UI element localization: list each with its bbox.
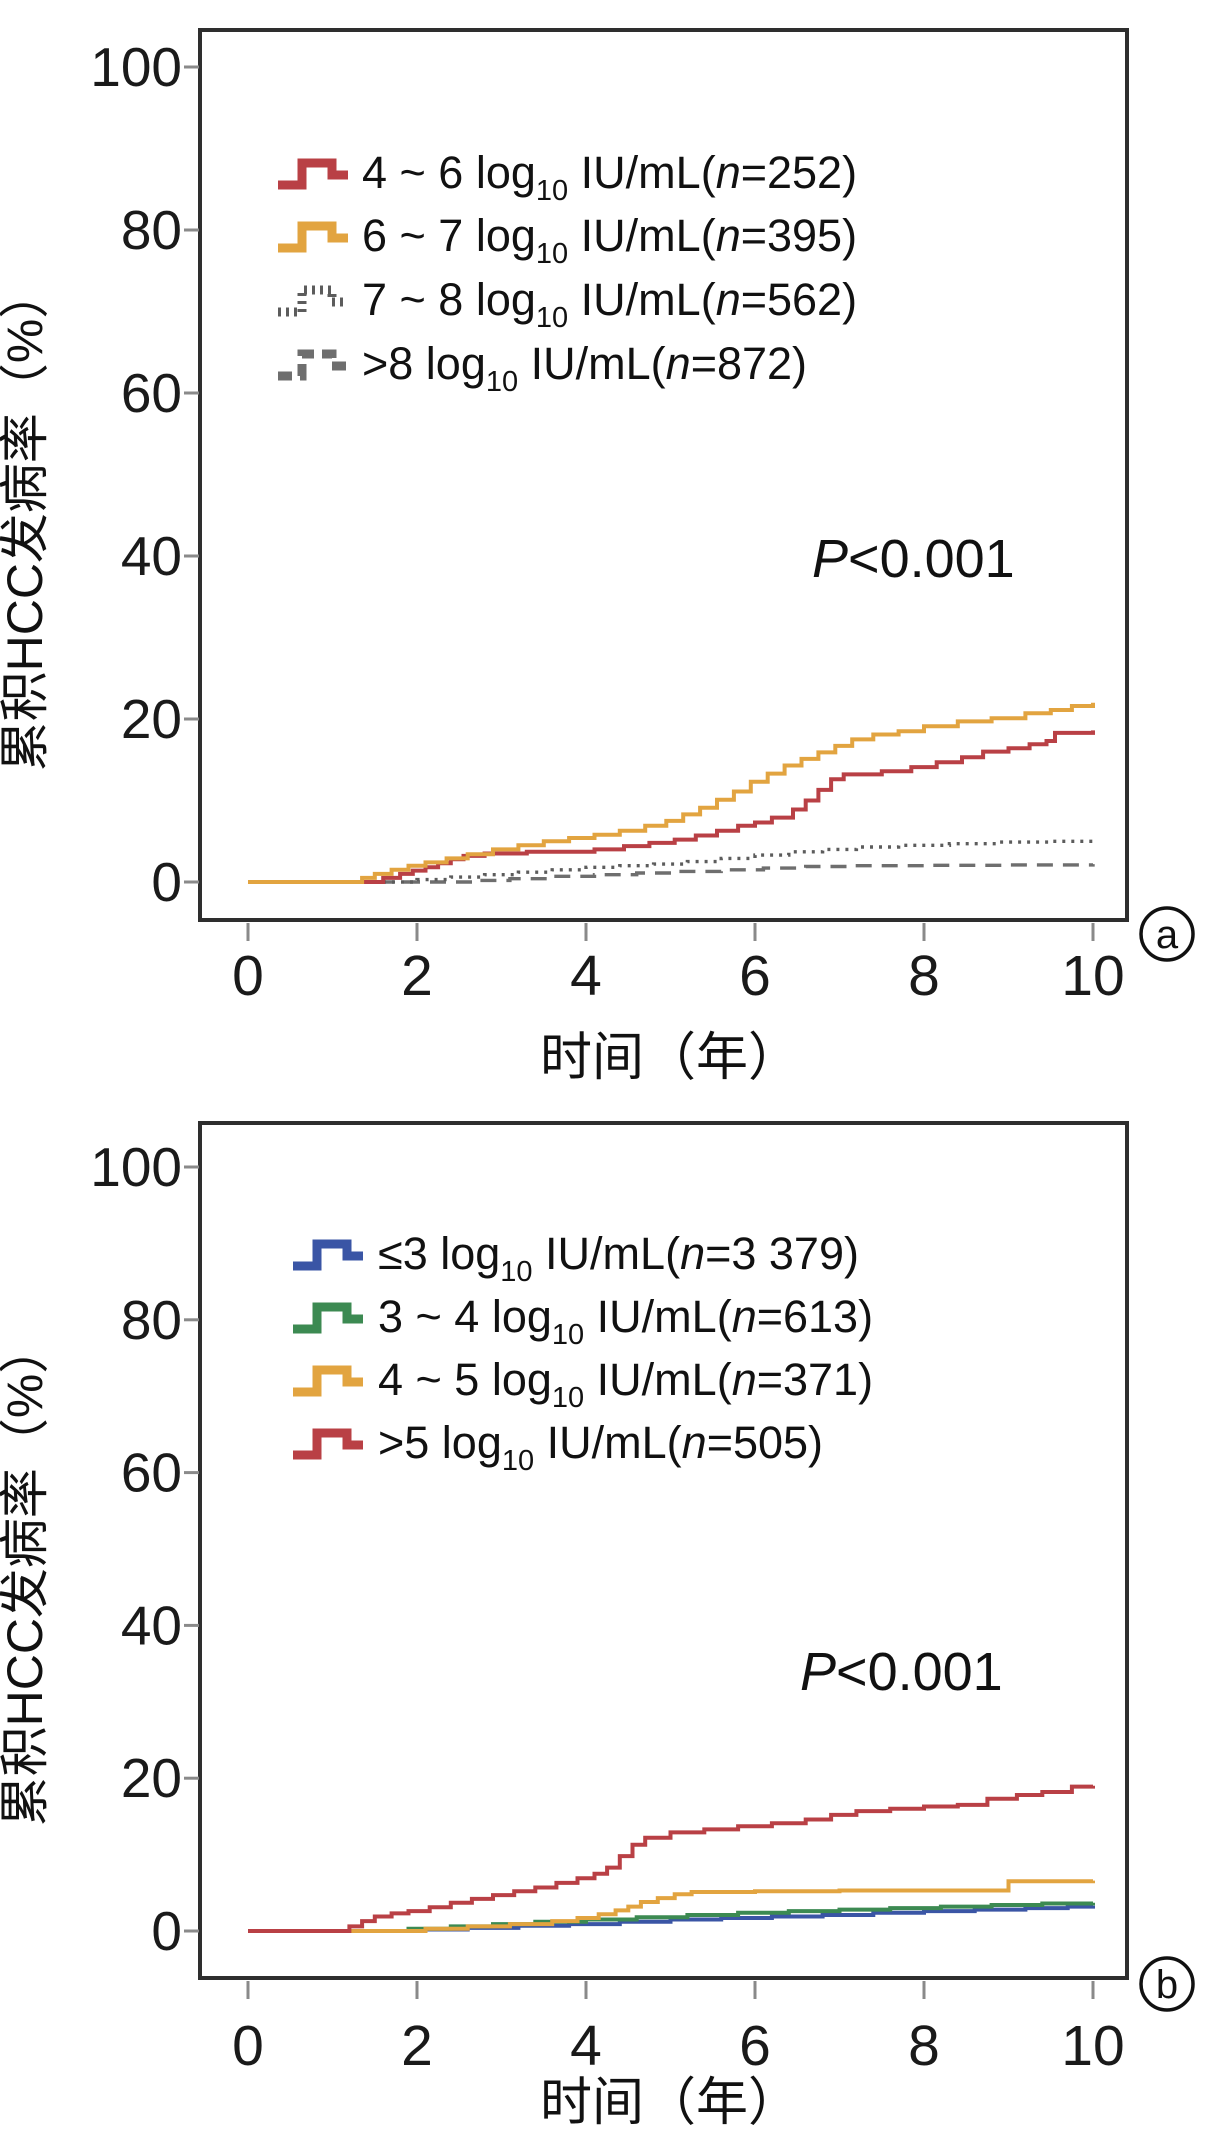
legend-item-3-4: 3 ~ 4 log10 IU/mL(n=613) bbox=[293, 1291, 873, 1351]
x-tick-label: 2 bbox=[401, 944, 433, 1008]
panel-label: a bbox=[1156, 913, 1179, 957]
panel-b-chart: 0 20 40 60 80 100 0 2 4 6 8 10 ≤3 log10 IU/mL(n=3 37… bbox=[0, 1121, 1195, 2129]
curve-4-5 bbox=[248, 1879, 1095, 1933]
legend-marker-gt8-icon bbox=[278, 349, 348, 381]
y-tick-label: 40 bbox=[121, 1594, 182, 1656]
legend-item-4-6: 4 ~ 6 log10 IU/mL(n=252) bbox=[278, 147, 857, 207]
legend-item-7-8: 7 ~ 8 log10 IU/mL(n=562) bbox=[278, 274, 857, 334]
x-tick-label: 4 bbox=[570, 2014, 602, 2078]
x-tick-label: 10 bbox=[1061, 2014, 1124, 2078]
x-tick-label: 0 bbox=[232, 2014, 264, 2078]
x-tick-label: 8 bbox=[908, 944, 940, 1008]
legend-marker-4-5-icon bbox=[293, 1365, 363, 1397]
generated-chart-content: 0 20 40 60 80 100 0 2 4 6 8 10 4 ~ 6 log10 IU/mL(n=2… bbox=[90, 36, 1124, 1008]
x-tick-label: 10 bbox=[1061, 944, 1124, 1008]
y-tick-label: 100 bbox=[90, 36, 182, 98]
y-tick-label: 80 bbox=[121, 1289, 182, 1351]
y-axis-title: 累积HCC发病率（%） bbox=[0, 1324, 53, 1827]
legend-item-4-5: 4 ~ 5 log10 IU/mL(n=371) bbox=[293, 1354, 873, 1414]
panel-label-badge: a bbox=[1139, 906, 1195, 962]
x-tick-label: 4 bbox=[570, 944, 602, 1008]
legend-label: 7 ~ 8 log10 IU/mL(n=562) bbox=[362, 274, 857, 334]
legend-label: ≤3 log10 IU/mL(n=3 379) bbox=[378, 1228, 859, 1288]
panel-label: b bbox=[1156, 1963, 1178, 2007]
legend-label: >5 log10 IU/mL(n=505) bbox=[378, 1417, 823, 1477]
y-tick-label: 0 bbox=[151, 851, 182, 913]
x-tick-label: 0 bbox=[232, 944, 264, 1008]
x-tick-label: 6 bbox=[739, 2014, 771, 2078]
legend-item-gt5: >5 log10 IU/mL(n=505) bbox=[293, 1417, 823, 1477]
legend-marker-4-6-icon bbox=[278, 158, 348, 190]
y-tick-label: 60 bbox=[121, 1442, 182, 1504]
legend-item-6-7: 6 ~ 7 log10 IU/mL(n=395) bbox=[278, 210, 857, 270]
panel-badge-circle-icon bbox=[1139, 1956, 1195, 2012]
p-value-annotation: P<0.001 bbox=[812, 529, 1015, 589]
curve-4-6 bbox=[248, 730, 1095, 884]
y-tick-label: 80 bbox=[121, 199, 182, 261]
y-tick-label: 40 bbox=[121, 525, 182, 587]
y-axis-title: 累积HCC发病率（%） bbox=[0, 269, 53, 772]
legend-marker-le3-icon bbox=[293, 1239, 363, 1271]
legend-marker-3-4-icon bbox=[293, 1302, 363, 1334]
legend-label: 3 ~ 4 log10 IU/mL(n=613) bbox=[378, 1291, 873, 1351]
generated-chart-content: 0 20 40 60 80 100 0 2 4 6 8 10 ≤3 log10 IU/mL(n=3 37… bbox=[90, 1136, 1124, 2078]
legend-label: >8 log10 IU/mL(n=872) bbox=[362, 338, 807, 398]
x-axis-title: 时间（年） bbox=[540, 1029, 800, 1087]
x-tick-label: 6 bbox=[739, 944, 771, 1008]
panel-badge-circle-icon bbox=[1139, 906, 1195, 962]
y-tick-label: 20 bbox=[121, 1747, 182, 1809]
y-tick-label: 0 bbox=[151, 1900, 182, 1962]
x-tick-label: 2 bbox=[401, 2014, 433, 2078]
y-tick-label: 60 bbox=[121, 362, 182, 424]
curve-7-8 bbox=[248, 839, 1093, 884]
legend-label: 4 ~ 6 log10 IU/mL(n=252) bbox=[362, 147, 857, 207]
legend-marker-7-8-icon bbox=[278, 285, 348, 317]
legend-label: 4 ~ 5 log10 IU/mL(n=371) bbox=[378, 1354, 873, 1414]
p-value-annotation: P<0.001 bbox=[800, 1642, 1003, 1702]
x-tick-label: 8 bbox=[908, 2014, 940, 2078]
legend-item-le3: ≤3 log10 IU/mL(n=3 379) bbox=[293, 1228, 859, 1288]
y-tick-label: 100 bbox=[90, 1136, 182, 1198]
plot-area bbox=[198, 1121, 1129, 1980]
legend-item-gt8: >8 log10 IU/mL(n=872) bbox=[278, 338, 807, 398]
legend-marker-6-7-icon bbox=[278, 221, 348, 253]
curve-6-7 bbox=[248, 702, 1095, 884]
curve-gt5 bbox=[248, 1784, 1095, 1933]
curve-gt8 bbox=[248, 863, 1095, 884]
x-axis-title: 时间（年） bbox=[540, 2074, 800, 2129]
panel-label-badge: b bbox=[1139, 1956, 1195, 2012]
legend-marker-gt5-icon bbox=[293, 1428, 363, 1460]
panel-a-chart: 0 20 40 60 80 100 0 2 4 6 8 10 4 ~ 6 log10 IU/mL(n=2… bbox=[0, 28, 1195, 1087]
legend-label: 6 ~ 7 log10 IU/mL(n=395) bbox=[362, 210, 857, 270]
curve-3-4 bbox=[248, 1901, 1095, 1933]
y-tick-label: 20 bbox=[121, 688, 182, 750]
plot-area bbox=[198, 28, 1129, 922]
